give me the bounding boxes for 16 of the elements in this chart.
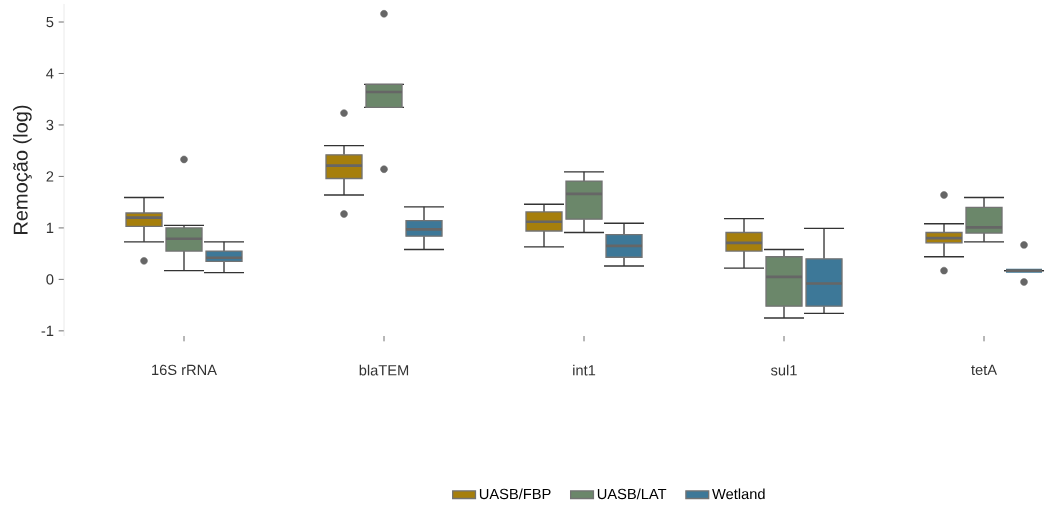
y-tick-label: 4	[46, 68, 54, 79]
x-tick-label: int1	[573, 364, 596, 376]
x-tick-label: tetA	[971, 364, 998, 375]
y-tick-label: 2	[46, 171, 54, 182]
legend-label: UASB/FBP	[479, 488, 551, 500]
x-tick-label: 16S rRNA	[152, 364, 217, 376]
legend-label: UASB/LAT	[597, 488, 667, 500]
y-tick-label: -1	[41, 325, 54, 336]
y-tick-label: 5	[46, 16, 54, 28]
x-tick-label: blaTEM	[359, 364, 409, 376]
y-tick-label: 3	[46, 119, 54, 131]
x-tick-label: sul1	[770, 364, 797, 376]
y-tick-label: 0	[46, 274, 54, 285]
legend-label: Wetland	[712, 488, 765, 500]
y-axis-title: Remoção (log)	[13, 105, 32, 234]
y-tick-label: 1	[46, 222, 54, 233]
